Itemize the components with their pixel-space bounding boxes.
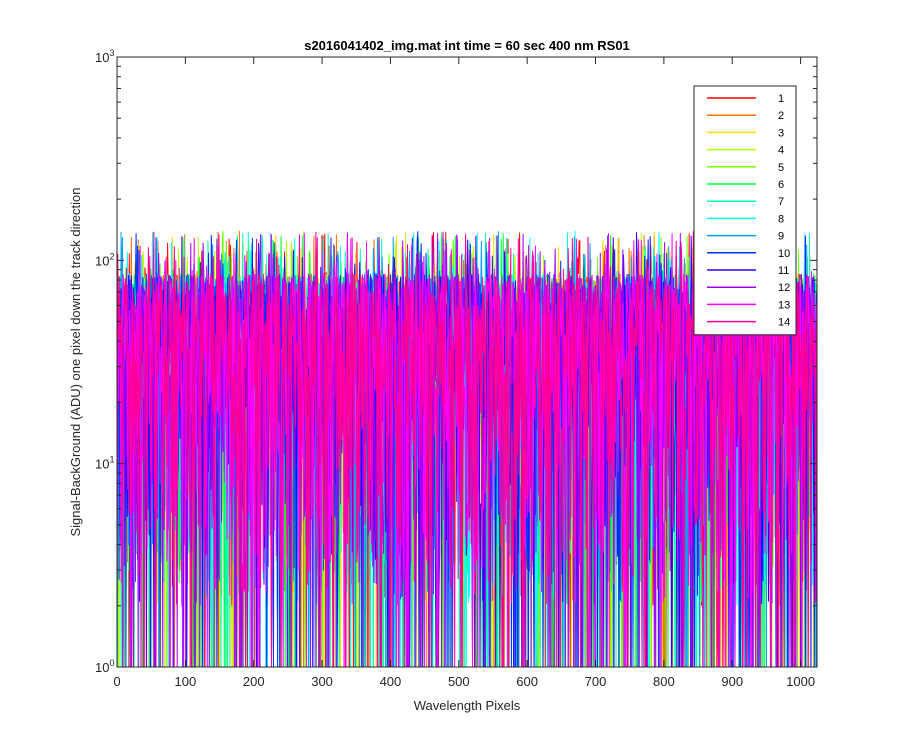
x-tick-label: 900: [721, 674, 743, 689]
legend-entry-14: 14: [778, 317, 790, 329]
series-layer: [116, 230, 817, 668]
x-tick-label: 700: [585, 674, 607, 689]
legend-entry-2: 2: [778, 110, 784, 122]
y-tick-label: 102: [95, 251, 114, 268]
legend-entry-4: 4: [778, 145, 784, 157]
y-tick-label: 101: [95, 455, 114, 472]
legend-entry-9: 9: [778, 231, 784, 243]
legend-entry-1: 1: [778, 93, 784, 105]
legend-entry-6: 6: [778, 179, 784, 191]
legend-entry-10: 10: [778, 248, 790, 260]
x-tick-label: 400: [380, 674, 402, 689]
x-tick-label: 800: [653, 674, 675, 689]
x-tick-label: 200: [243, 674, 265, 689]
x-tick-label: 500: [448, 674, 470, 689]
legend-box: [693, 85, 797, 336]
y-tick-label: 100: [95, 658, 114, 675]
legend-entry-7: 7: [778, 196, 784, 208]
ticks-layer: 0 100 200 300 400 500 600 700 800 900 100010010110…: [95, 48, 817, 689]
x-tick-label: 300: [311, 674, 333, 689]
x-tick-label: 100: [175, 674, 197, 689]
x-tick-label: 600: [516, 674, 538, 689]
legend-entry-3: 3: [778, 127, 784, 139]
axes-box: [116, 56, 818, 668]
legend-entry-5: 5: [778, 162, 784, 174]
legend-entry-11: 11: [778, 265, 789, 277]
series-line-13: [116, 230, 817, 668]
x-tick-label: 0: [113, 674, 120, 689]
y-tick-label: 103: [95, 48, 114, 65]
legend-entry-13: 13: [778, 299, 790, 311]
legend-entry-12: 12: [778, 282, 790, 294]
y-axis-label: Signal-BackGround (ADU) one pixel down t…: [68, 187, 83, 536]
x-axis-label: Wavelength Pixels: [414, 698, 521, 713]
x-tick-label: 1000: [786, 674, 815, 689]
chart-title: s2016041402_img.mat int time = 60 sec 40…: [304, 38, 630, 53]
legend-entry-8: 8: [778, 213, 784, 225]
